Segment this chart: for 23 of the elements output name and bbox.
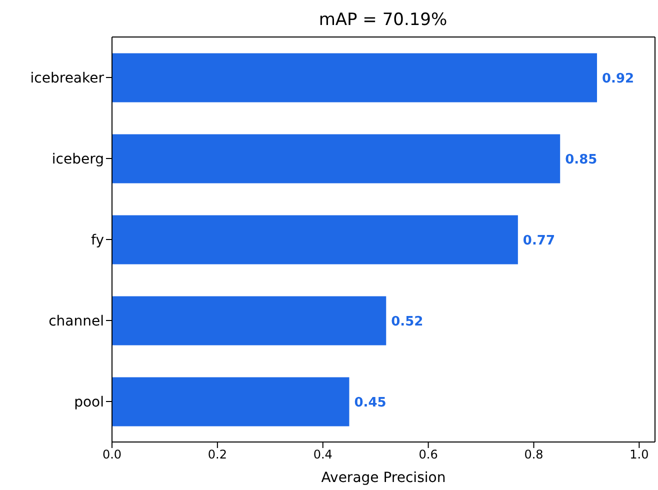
chart-title: mAP = 70.19% — [318, 9, 448, 32]
x-axis-title: Average Precision — [321, 470, 446, 486]
x-tick-label: 0.8 — [524, 448, 544, 462]
x-tick-label: 0.6 — [418, 448, 438, 462]
data-label: 0.85 — [565, 152, 598, 168]
y-tick-label: fy — [91, 232, 104, 248]
y-tick-label: channel — [48, 313, 104, 330]
x-tick-label: 0.4 — [313, 448, 332, 462]
x-tick-label: 0.2 — [208, 448, 227, 462]
bar — [112, 296, 386, 346]
x-tick-label: 1.0 — [630, 448, 649, 462]
x-tick-label: 0.0 — [102, 448, 122, 462]
data-label: 0.45 — [354, 395, 386, 410]
bar — [112, 377, 350, 426]
bar — [112, 134, 560, 184]
y-tick-label: icebreaker — [30, 70, 104, 86]
bar — [112, 215, 518, 264]
y-tick-label: pool — [74, 394, 104, 410]
bar — [112, 53, 598, 102]
data-label: 0.92 — [602, 71, 634, 86]
data-label: 0.52 — [391, 314, 424, 330]
y-tick-label: iceberg — [52, 151, 104, 168]
data-label: 0.77 — [522, 233, 556, 248]
